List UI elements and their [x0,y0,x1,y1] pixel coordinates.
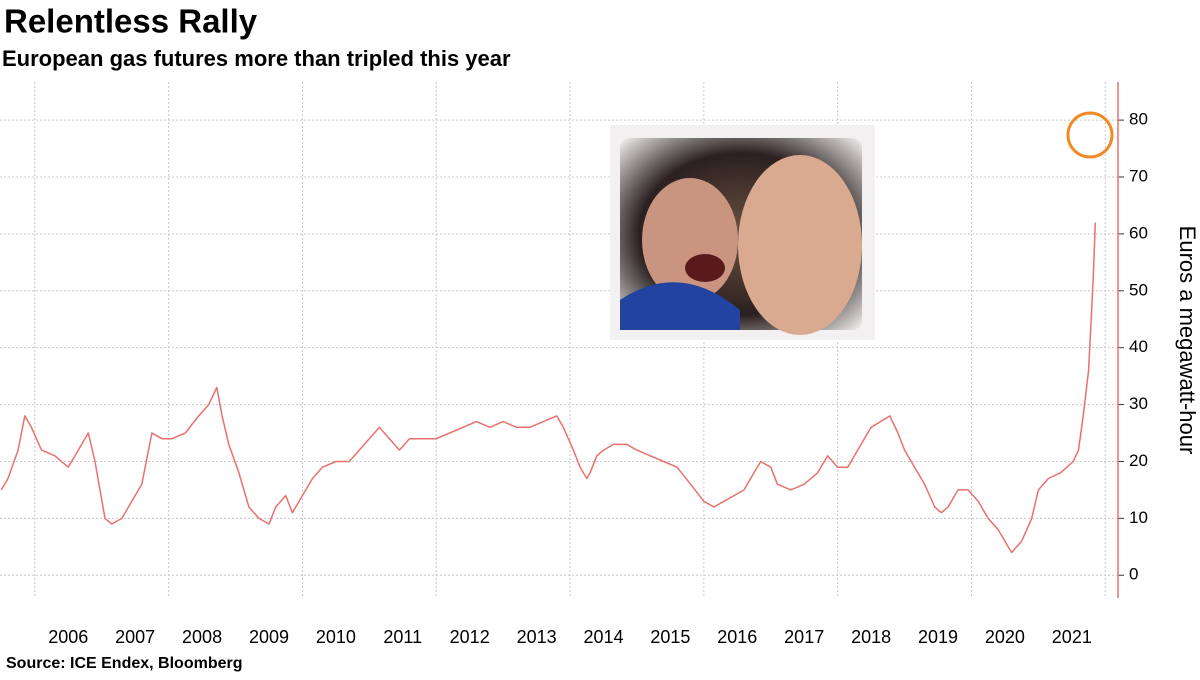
y-tick-label: 20 [1129,451,1148,470]
x-tick-label: 2021 [1052,627,1092,647]
x-tick-label: 2015 [650,627,690,647]
y-axis-label: Euros a megawatt-hour [1175,226,1200,455]
y-tick-label: 0 [1129,565,1138,584]
y-tick-label: 70 [1129,166,1148,185]
x-tick-label: 2013 [517,627,557,647]
y-tick-label: 10 [1129,508,1148,527]
x-tick-label: 2009 [249,627,289,647]
y-tick-label: 80 [1129,110,1148,129]
photo [610,125,875,340]
source: Source: ICE Endex, Bloomberg [6,655,242,672]
y-tick-label: 50 [1129,280,1148,299]
y-tick-label: 40 [1129,337,1148,356]
chart-subtitle: European gas futures more than tripled t… [2,46,511,71]
x-tick-label: 2006 [48,627,88,647]
x-tick-label: 2011 [383,627,422,647]
x-tick-label: 2012 [450,627,490,647]
x-tick-label: 2007 [115,627,155,647]
grid: 0 10 20 30 40 50 60 70 80 2006 2007 2008 2009 2010 201… [0,82,1148,647]
x-tick-label: 2014 [583,627,623,647]
x-tick-label: 2016 [717,627,757,647]
y-tick-label: 60 [1129,223,1148,242]
price-line [0,222,1097,554]
x-tick-label: 2020 [985,627,1025,647]
x-tick-label: 2010 [316,627,356,647]
y-tick-label: 30 [1129,394,1148,413]
x-tick-label: 2008 [182,627,222,647]
plot [0,222,1097,554]
chart-title: Relentless Rally [4,3,258,40]
x-tick-label: 2019 [918,627,958,647]
highlight-circle [1066,111,1114,159]
x-tick-label: 2018 [851,627,891,647]
x-tick-label: 2017 [784,627,824,647]
